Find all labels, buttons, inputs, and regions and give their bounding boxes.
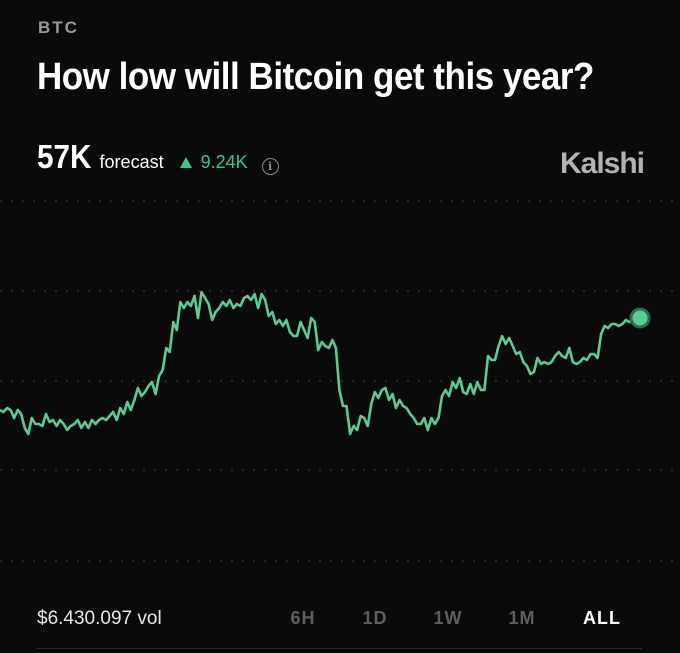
info-icon[interactable]: i xyxy=(261,158,279,175)
current-point-dot xyxy=(629,307,651,329)
up-triangle-icon xyxy=(179,157,192,168)
bottom-divider xyxy=(37,648,642,649)
market-tag: BTC xyxy=(38,18,79,37)
range-1d[interactable]: 1D xyxy=(362,608,388,628)
range-1w[interactable]: 1W xyxy=(433,608,463,628)
range-6h[interactable]: 6H xyxy=(290,608,316,628)
volume-text: $6.430.097 vol xyxy=(37,608,162,629)
range-1m[interactable]: 1M xyxy=(508,608,536,628)
forecast-change: 9.24K xyxy=(179,152,248,173)
forecast-row: 57K forecast 9.24K i xyxy=(37,138,279,176)
forecast-value: 57K xyxy=(37,138,92,175)
brand-logo: Kalshi xyxy=(559,147,645,180)
forecast-change-value: 9.24K xyxy=(200,152,248,172)
forecast-label: forecast xyxy=(99,152,164,172)
forecast-line xyxy=(0,290,640,436)
market-title: How low will Bitcoin get this year? xyxy=(37,56,594,98)
chart-gridlines xyxy=(0,200,680,562)
time-range-selector: 6H 1D 1W 1M ALL xyxy=(0,608,680,636)
range-all[interactable]: ALL xyxy=(583,608,621,628)
chart-footer: $6.430.097 vol 6H 1D 1W 1M ALL xyxy=(0,606,680,636)
